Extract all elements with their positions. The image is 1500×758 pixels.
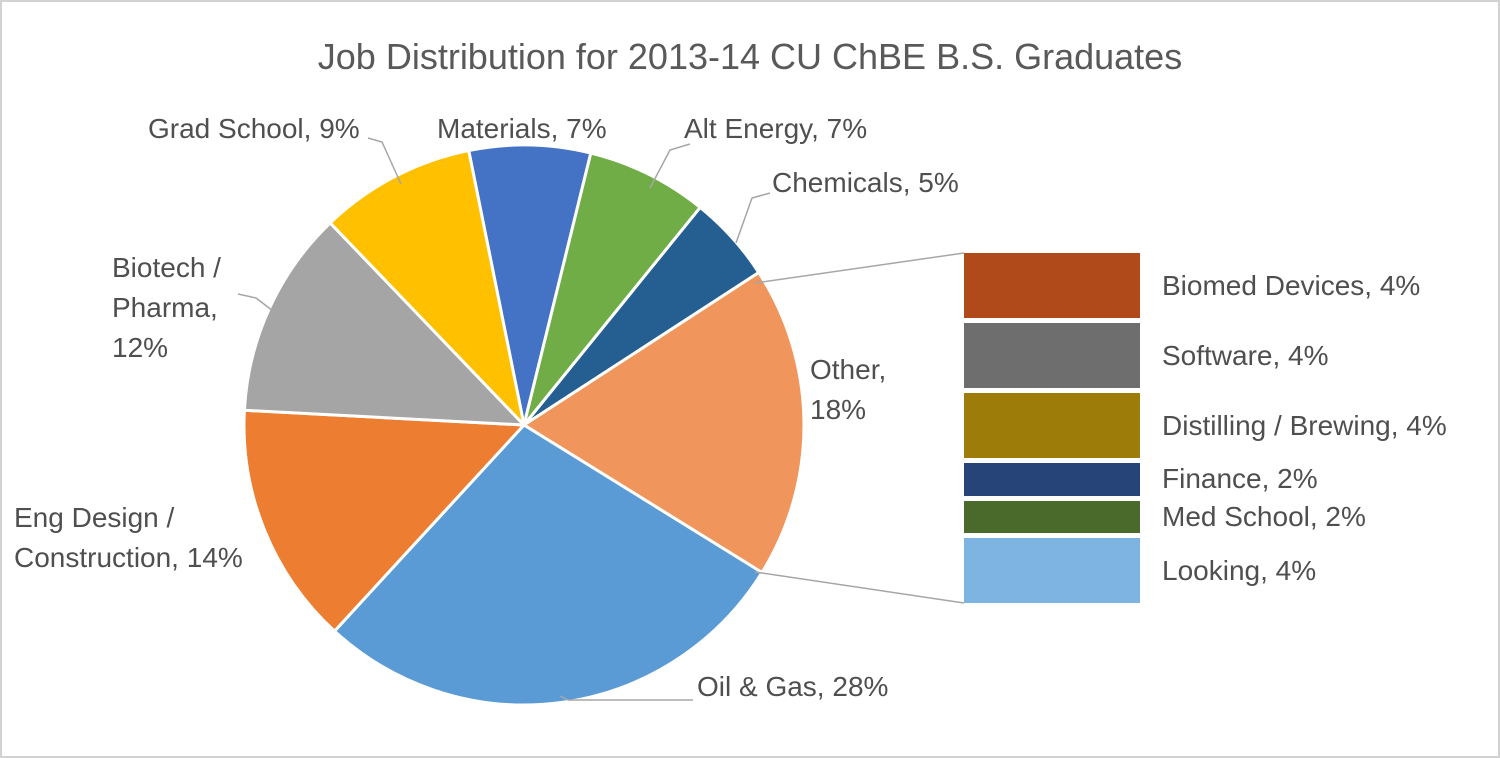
pie-label-biotech-line1: Biotech / [112, 252, 221, 283]
leader-line-grad-school [367, 137, 402, 185]
pie-label-oil-gas: Oil & Gas, 28% [697, 670, 888, 704]
breakout-label-looking: Looking, 4% [1162, 554, 1317, 586]
breakout-bar [964, 253, 1140, 603]
pie-slice-alt-energy [522, 151, 702, 427]
breakout-label-distilling-brewing: Distilling / Brewing, 4% [1162, 409, 1447, 441]
breakout-label-software: Software, 4% [1162, 339, 1329, 371]
breakout-label-finance: Finance, 2% [1162, 463, 1318, 495]
pie-slice-oil-gas [333, 423, 764, 707]
bar-segment-distilling-brewing [964, 393, 1140, 458]
chart-title: Job Distribution for 2013-14 CU ChBE B.S… [317, 36, 1183, 77]
breakout-connector-bottom [754, 571, 965, 604]
pie-label-other: Other, 18% [810, 350, 886, 430]
bar-segment-software [964, 323, 1140, 388]
pie-label-eng-design-line2: Construction, 14% [14, 542, 243, 573]
breakout-label-biomed-devices: Biomed Devices, 4% [1162, 269, 1421, 301]
bar-segment-biomed-devices [964, 253, 1140, 318]
pie-label-grad-school: Grad School, 9% [148, 112, 360, 146]
pie-label-alt-energy: Alt Energy, 7% [684, 112, 867, 146]
pie-label-other-line1: Other, [810, 354, 887, 385]
pie-slices [242, 143, 806, 707]
leader-line-oil-gas [559, 695, 693, 701]
pie-label-biotech-pharma: Biotech / Pharma, 12% [112, 248, 221, 368]
pie-label-eng-design-line1: Eng Design / [14, 502, 175, 533]
pie-label-biotech-line2: Pharma, [112, 292, 218, 323]
pie-label-materials-text: Materials, 7% [437, 113, 607, 144]
leader-line-alt-energy [649, 143, 691, 189]
breakout-labels: Biomed Devices, 4% Software, 4% Distilling… [1162, 2, 1498, 756]
pie-label-other-line2: 18% [810, 394, 867, 425]
pie-label-biotech-line3: 12% [112, 332, 169, 363]
bar-segment-looking [964, 538, 1140, 603]
pie-slice-eng-design-construction [242, 408, 526, 633]
pie-label-oil-gas-text: Oil & Gas, 28% [697, 671, 889, 702]
leader-line-chemicals [735, 192, 771, 244]
pie-label-alt-energy-text: Alt Energy, 7% [684, 113, 868, 144]
pie-label-eng-design: Eng Design / Construction, 14% [14, 498, 243, 578]
pie-label-chemicals-text: Chemicals, 5% [772, 167, 959, 198]
pie-slice-materials [467, 143, 593, 427]
pie-label-materials: Materials, 7% [437, 112, 607, 146]
bar-segment-med-school [964, 500, 1140, 533]
pie-label-chemicals: Chemicals, 5% [772, 166, 959, 200]
pie-slice-grad-school [328, 149, 526, 427]
breakout-connector-top [754, 252, 965, 284]
pie-label-grad-school-text: Grad School, 9% [148, 113, 360, 144]
leader-line-biotech-pharma [237, 293, 274, 312]
bar-segment-finance [964, 463, 1140, 496]
pie-slice-other [522, 271, 806, 574]
breakout-label-med-school: Med School, 2% [1162, 500, 1366, 532]
